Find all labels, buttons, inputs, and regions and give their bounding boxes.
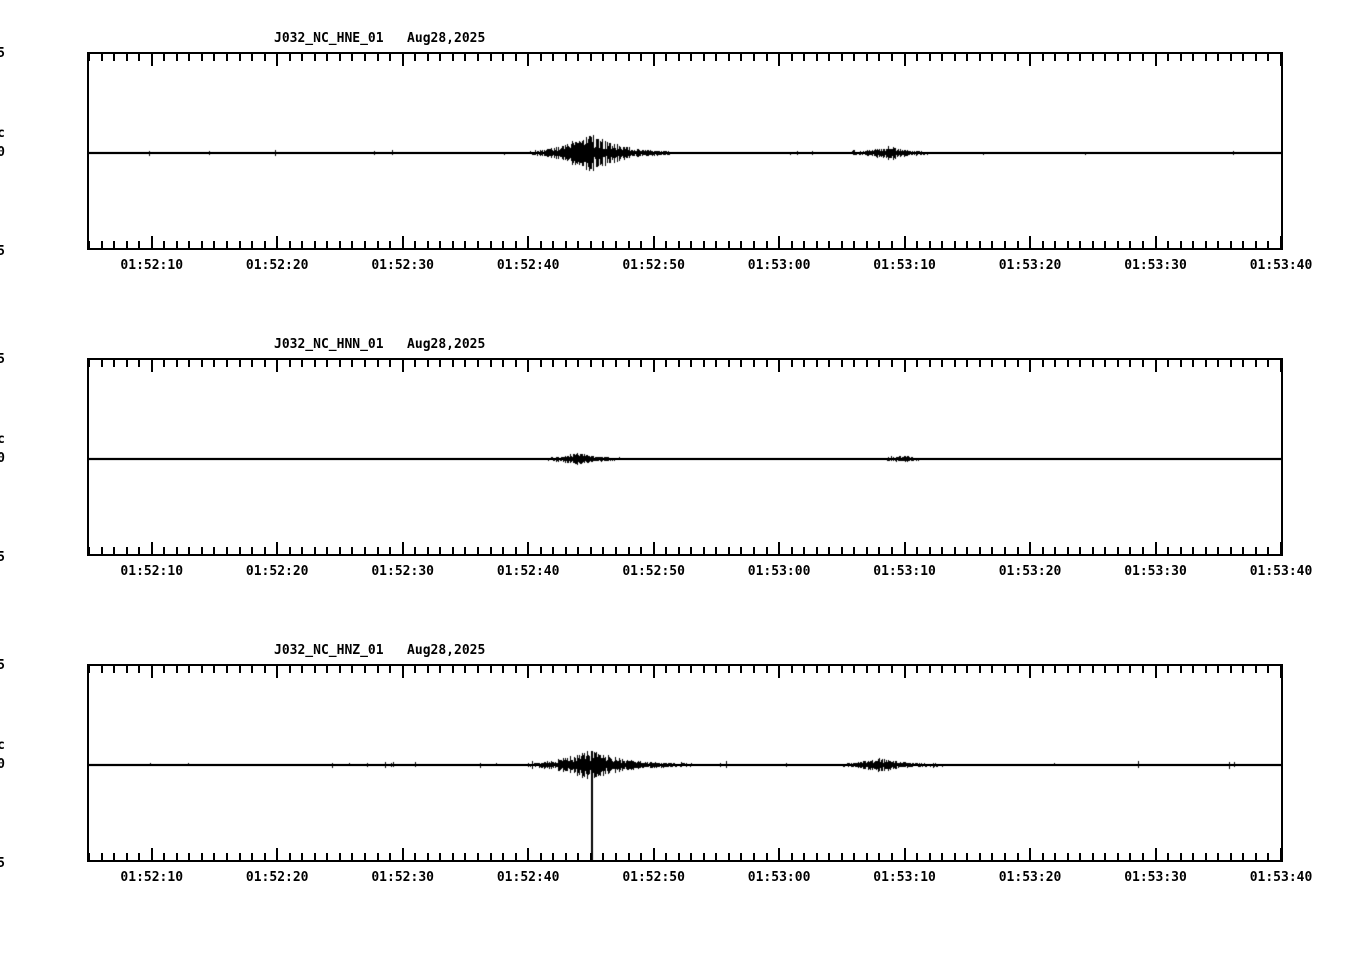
- y-axis-zero-label-3: 0: [0, 757, 5, 772]
- x-axis-tick-label: 01:53:20: [998, 258, 1062, 273]
- panel-title-1: J032_NC_HNE_01 Aug28,2025: [274, 31, 486, 46]
- x-axis-tick-label: 01:52:10: [120, 870, 184, 885]
- waveform-trace-hnz: [89, 666, 1281, 860]
- x-axis-tick-label: 01:53:00: [747, 258, 811, 273]
- y-axis-unit-label-1: cm/sec/sec: [0, 126, 5, 141]
- x-axis-tick-label: 01:52:30: [371, 870, 434, 885]
- x-axis-tick-label: 01:53:30: [1124, 870, 1187, 885]
- x-axis-tick-label: 01:52:50: [622, 870, 685, 885]
- x-axis-tick-label: 01:52:20: [245, 564, 309, 579]
- panel-title-2: J032_NC_HNN_01 Aug28,2025: [274, 337, 486, 352]
- y-axis-unit-label-3: cm/sec/sec: [0, 738, 5, 753]
- x-axis-tick-label: 01:53:10: [873, 564, 936, 579]
- x-axis-tick-label: 01:52:20: [245, 870, 309, 885]
- x-axis-tick-label: 01:53:30: [1124, 564, 1187, 579]
- plot-frame-1: J032_NC_HNE_01 Aug28,2025 6.155 cm/sec/s…: [0, 32, 1312, 274]
- y-axis-min-label-1: -6.155: [0, 244, 5, 259]
- x-axis-tick-label: 01:53:40: [1249, 258, 1313, 273]
- x-axis-tick-label: 01:53:20: [998, 564, 1062, 579]
- x-axis-tick-label: 01:52:50: [622, 564, 685, 579]
- y-axis-min-label-3: -6.155: [0, 856, 5, 871]
- y-axis-max-label-2: 6.155: [0, 352, 5, 367]
- panel-title-3: J032_NC_HNZ_01 Aug28,2025: [274, 643, 486, 658]
- seismogram-panel-hnn: J032_NC_HNN_01 Aug28,2025 6.155 cm/sec/s…: [0, 338, 1358, 666]
- x-axis-tick-label: 01:52:40: [496, 564, 560, 579]
- x-axis-tick-label: 01:53:00: [747, 870, 811, 885]
- x-axis-tick-label: 01:52:30: [371, 258, 434, 273]
- x-axis-tick-label: 01:53:10: [873, 258, 936, 273]
- y-axis-min-label-2: -6.155: [0, 550, 5, 565]
- x-axis-tick-label: 01:53:00: [747, 564, 811, 579]
- axis-tick-major: [1280, 236, 1282, 248]
- x-axis-tick-label: 01:52:50: [622, 258, 685, 273]
- waveform-trace-hne: [89, 54, 1281, 248]
- x-axis-tick-label: 01:52:30: [371, 564, 434, 579]
- x-axis-tick-label: 01:52:40: [496, 258, 560, 273]
- y-axis-zero-label-1: 0: [0, 145, 5, 160]
- x-axis-tick-label: 01:53:30: [1124, 258, 1187, 273]
- waveform-trace-hnn: [89, 360, 1281, 554]
- y-axis-zero-label-2: 0: [0, 451, 5, 466]
- x-axis-tick-label: 01:52:40: [496, 870, 560, 885]
- x-axis-tick-label: 01:52:10: [120, 258, 184, 273]
- x-axis-tick-label: 01:52:10: [120, 564, 184, 579]
- y-axis-max-label-1: 6.155: [0, 46, 5, 61]
- x-axis-tick-label: 01:53:10: [873, 870, 936, 885]
- seismogram-panel-hnz: J032_NC_HNZ_01 Aug28,2025 6.155 cm/sec/s…: [0, 644, 1358, 972]
- x-axis-tick-label: 01:53:40: [1249, 870, 1313, 885]
- axis-tick-major: [1280, 542, 1282, 554]
- axis-tick-major: [1280, 666, 1282, 678]
- seismogram-figure: J032_NC_HNE_01 Aug28,2025 6.155 cm/sec/s…: [0, 32, 1358, 886]
- plot-frame-2: J032_NC_HNN_01 Aug28,2025 6.155 cm/sec/s…: [0, 338, 1312, 580]
- plot-frame-3: J032_NC_HNZ_01 Aug28,2025 6.155 cm/sec/s…: [0, 644, 1312, 886]
- axis-tick-major: [1280, 360, 1282, 372]
- y-axis-max-label-3: 6.155: [0, 658, 5, 673]
- x-axis-tick-label: 01:53:20: [998, 870, 1062, 885]
- seismogram-panel-hne: J032_NC_HNE_01 Aug28,2025 6.155 cm/sec/s…: [0, 32, 1358, 360]
- axis-tick-major: [1280, 848, 1282, 860]
- axis-tick-major: [1280, 54, 1282, 66]
- x-axis-tick-label: 01:53:40: [1249, 564, 1313, 579]
- y-axis-unit-label-2: cm/sec/sec: [0, 432, 5, 447]
- x-axis-tick-label: 01:52:20: [245, 258, 309, 273]
